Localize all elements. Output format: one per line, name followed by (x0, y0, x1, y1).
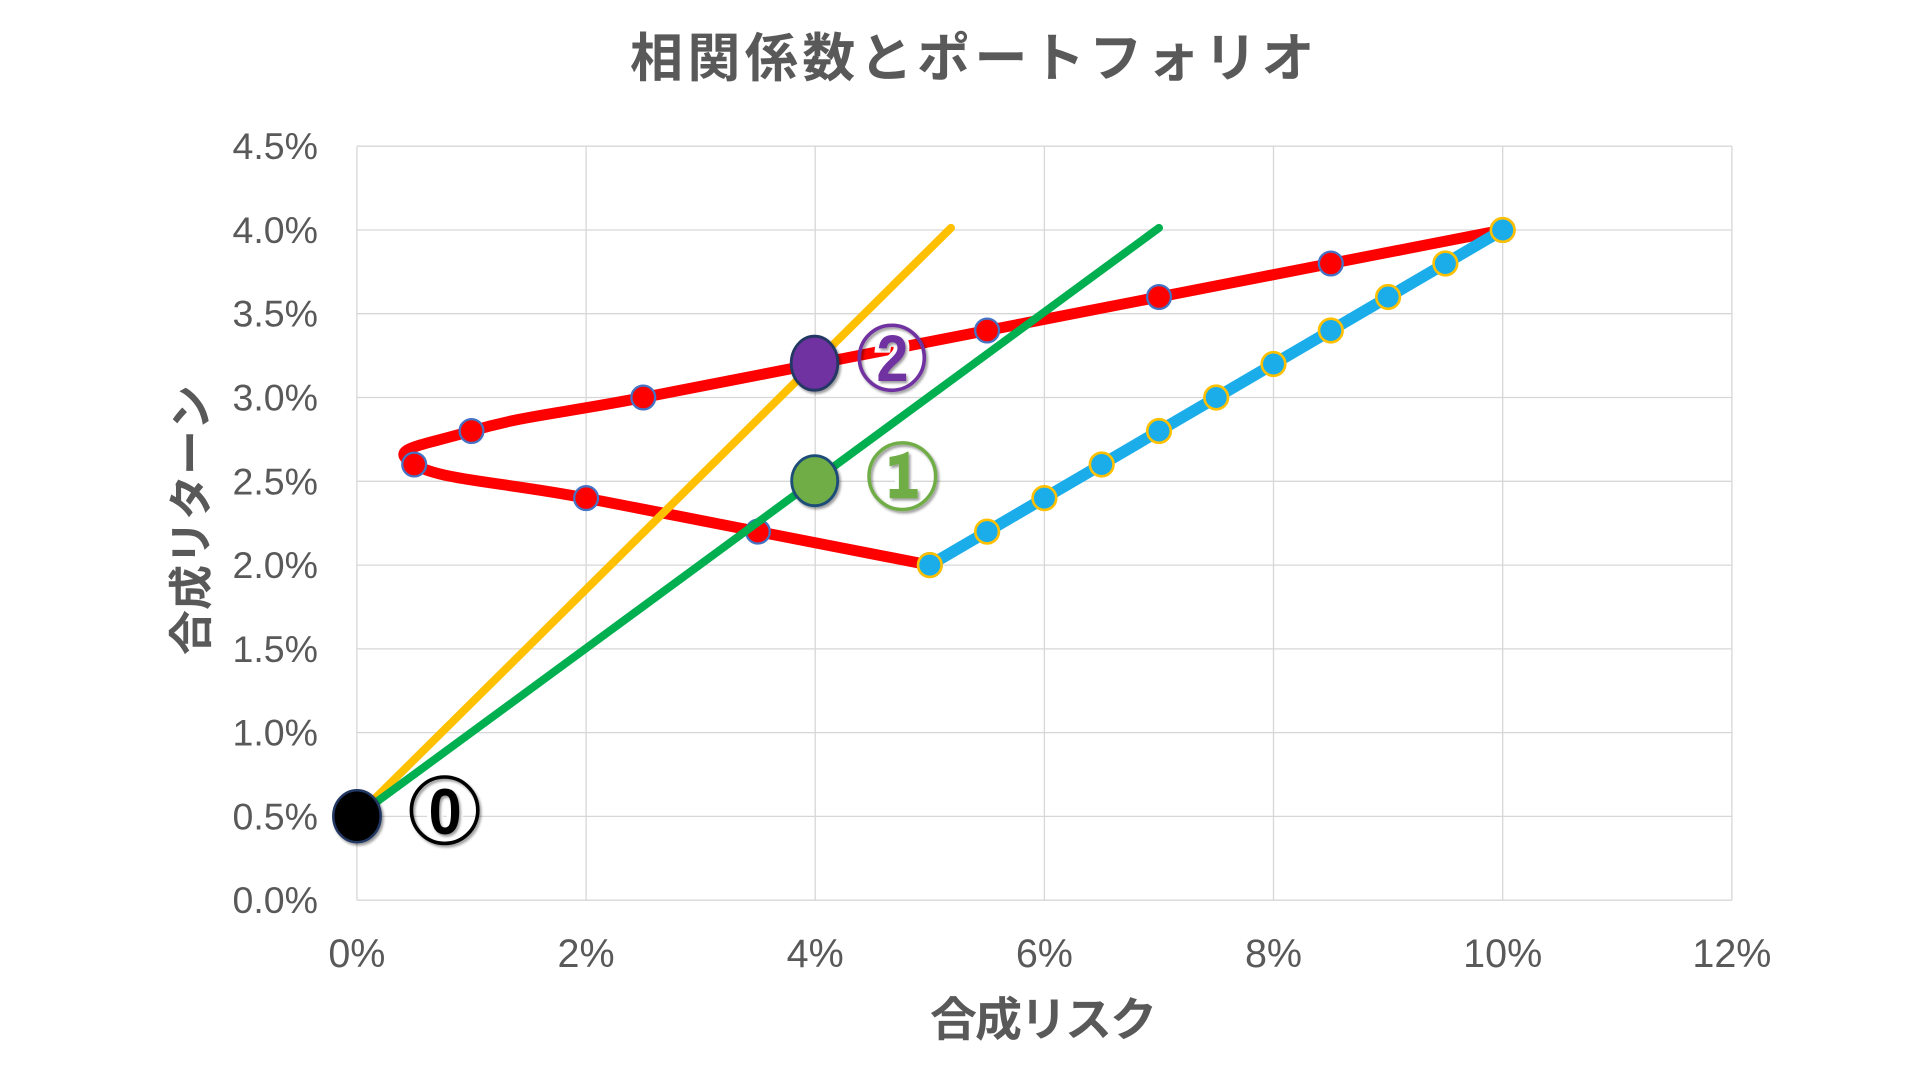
svg-text:6%: 6% (1016, 932, 1073, 976)
svg-text:0%: 0% (328, 932, 385, 976)
svg-text:2.0%: 2.0% (233, 544, 318, 586)
svg-text:1.0%: 1.0% (233, 712, 318, 754)
svg-text:3.0%: 3.0% (233, 377, 318, 419)
svg-text:8%: 8% (1245, 932, 1302, 976)
svg-text:2.5%: 2.5% (233, 460, 318, 502)
svg-text:4%: 4% (787, 932, 844, 976)
svg-text:0.0%: 0.0% (233, 879, 318, 921)
svg-text:4.5%: 4.5% (233, 125, 318, 167)
svg-text:0: 0 (429, 777, 462, 849)
svg-text:2%: 2% (558, 932, 615, 976)
svg-text:4.0%: 4.0% (233, 209, 318, 251)
svg-text:12%: 12% (1692, 932, 1771, 976)
svg-text:0.5%: 0.5% (233, 795, 318, 837)
svg-text:1.5%: 1.5% (233, 628, 318, 670)
svg-text:10%: 10% (1463, 932, 1542, 976)
svg-text:2: 2 (877, 322, 909, 396)
svg-text:3.5%: 3.5% (233, 293, 318, 335)
